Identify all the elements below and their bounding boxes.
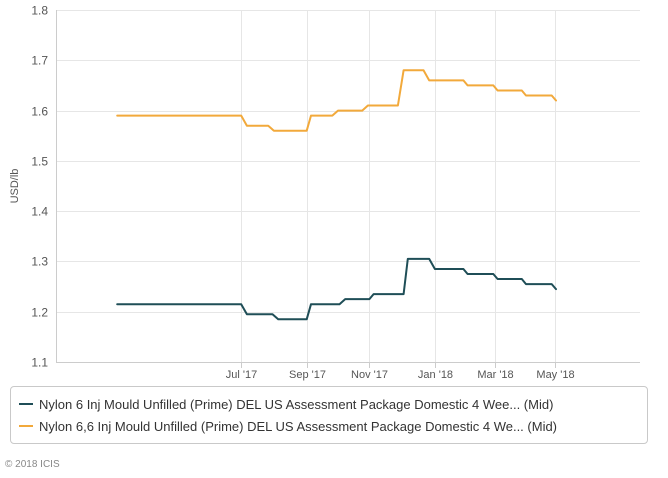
x-tick-label: Jan '18 — [418, 369, 453, 381]
y-tick-label: 1.7 — [31, 54, 48, 68]
legend-item-nylon-6[interactable]: Nylon 6 Inj Mould Unfilled (Prime) DEL U… — [19, 393, 637, 415]
chart-legend: Nylon 6 Inj Mould Unfilled (Prime) DEL U… — [10, 386, 648, 444]
legend-label-nylon-6: Nylon 6 Inj Mould Unfilled (Prime) DEL U… — [39, 396, 554, 412]
y-tick-label: 1.6 — [31, 105, 48, 119]
chart-gridlines — [56, 10, 640, 363]
copyright-notice: © 2018 ICIS — [5, 459, 60, 470]
chart-series — [116, 69, 557, 321]
legend-item-nylon-66[interactable]: Nylon 6,6 Inj Mould Unfilled (Prime) DEL… — [19, 415, 637, 437]
series-line-nylon-6 — [116, 257, 557, 321]
y-axis-title: USD/lb — [9, 169, 21, 204]
x-tick-label: Sep '17 — [289, 369, 326, 381]
y-tick-label: 1.5 — [31, 155, 48, 169]
legend-swatch-nylon-66 — [19, 425, 33, 427]
legend-label-nylon-66: Nylon 6,6 Inj Mould Unfilled (Prime) DEL… — [39, 418, 558, 434]
x-tick-label: Nov '17 — [351, 369, 388, 381]
chart-tick-labels: 1.8 1.7 1.6 1.5 1.4 1.3 1.2 1.1 Jul '17 Sep '17 No… — [9, 4, 575, 382]
legend-swatch-nylon-6 — [19, 403, 33, 405]
line-chart: 1.8 1.7 1.6 1.5 1.4 1.3 1.2 1.1 Jul '17 Sep '17 No… — [9, 4, 640, 382]
chart-axes — [56, 10, 640, 368]
y-tick-label: 1.4 — [31, 205, 48, 219]
x-tick-label: Jul '17 — [226, 369, 257, 381]
series-line-nylon-66 — [116, 69, 557, 132]
y-tick-label: 1.2 — [31, 306, 48, 320]
x-tick-label: Mar '18 — [477, 369, 513, 381]
y-tick-label: 1.8 — [31, 4, 48, 18]
x-tick-label: May '18 — [536, 369, 574, 381]
y-tick-label: 1.1 — [31, 356, 48, 370]
y-tick-label: 1.3 — [31, 255, 48, 269]
